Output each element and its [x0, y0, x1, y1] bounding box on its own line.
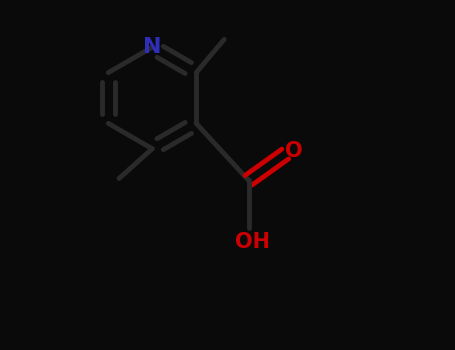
Text: N: N	[143, 37, 162, 57]
Text: O: O	[285, 140, 303, 161]
Text: OH: OH	[234, 231, 269, 252]
